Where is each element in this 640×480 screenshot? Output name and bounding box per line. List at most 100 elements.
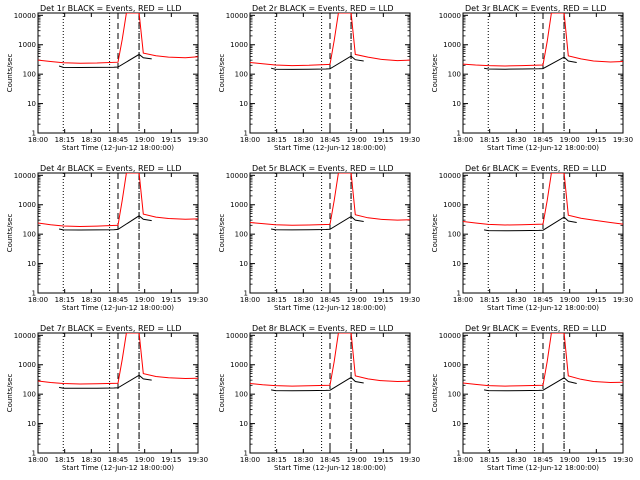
chart-8-ytick-label-1: 10 [452,420,461,428]
chart-0-panel: 1 10 100 1000 10000 18:00 18:15 18:30 18:45 19:00… [6,4,208,152]
chart-2-xtick-label-6: 19:30 [613,136,633,144]
chart-0-title: Det 1r BLACK = Events, RED = LLD [40,4,182,13]
chart-3-xtick-label-0: 18:00 [28,296,48,304]
chart-6-xtick-label-6: 19:30 [188,456,208,464]
chart-3-panel: 1 10 100 1000 10000 18:00 18:15 18:30 18:45 19:00… [6,164,208,312]
chart-1-xtick-label-0: 18:00 [240,136,260,144]
chart-7-series-group [250,333,410,392]
chart-6-ytick-label-2: 100 [23,391,36,399]
chart-4-xlabel: Start Time (12-Jun-12 18:00:00) [274,304,386,312]
chart-1-xtick-label-6: 19:30 [400,136,420,144]
chart-3-xtick-label-5: 19:15 [161,296,181,304]
chart-7-series-0-line [250,333,410,387]
chart-2-panel: 1 10 100 1000 10000 18:00 18:15 18:30 18:45 19:00… [431,4,633,152]
chart-4-ylabel: Counts/sec [218,214,226,253]
chart-2-xtick-label-0: 18:00 [453,136,473,144]
chart-8-xtick-label-3: 18:45 [533,456,553,464]
chart-0-ytick-label-1: 10 [27,100,36,108]
chart-0-xtick-label-3: 18:45 [108,136,128,144]
chart-5-xtick-label-2: 18:30 [506,296,526,304]
chart-5-ylabel: Counts/sec [431,214,439,253]
chart-4-series-0-line [250,173,410,226]
chart-3-ytick-label-3: 1000 [18,201,36,209]
chart-7-panel: 1 10 100 1000 10000 18:00 18:15 18:30 18:45 19:00… [218,324,420,472]
chart-8-ytick-label-0: 1 [457,450,461,458]
chart-6-ytick-label-1: 10 [27,420,36,428]
chart-6-series-0-line [38,333,198,385]
chart-2-series-1-line [484,56,577,70]
chart-6-ylabel: Counts/sec [6,374,14,413]
chart-7-xtick-label-0: 18:00 [240,456,260,464]
chart-8-xtick-label-0: 18:00 [453,456,473,464]
chart-2-title: Det 3r BLACK = Events, RED = LLD [465,4,607,13]
chart-1-ytick-label-0: 1 [244,130,248,138]
chart-5-xlabel: Start Time (12-Jun-12 18:00:00) [487,304,599,312]
chart-4-series-group [250,173,410,231]
chart-8-xtick-label-6: 19:30 [613,456,633,464]
chart-7-xtick-label-6: 19:30 [400,456,420,464]
chart-5-xtick-label-6: 19:30 [613,296,633,304]
chart-6-ytick-label-0: 1 [32,450,36,458]
chart-0-ytick-label-2: 100 [23,71,36,79]
chart-3-xlabel: Start Time (12-Jun-12 18:00:00) [62,304,174,312]
chart-1-ytick-label-4: 10000 [226,12,248,20]
chart-1-xtick-label-3: 18:45 [320,136,340,144]
chart-8-ytick-label-2: 100 [448,391,461,399]
chart-0-xtick-label-1: 18:15 [55,136,75,144]
chart-2-ytick-label-4: 10000 [439,12,461,20]
chart-5-series-0-line [463,173,623,226]
chart-3-ytick-label-2: 100 [23,231,36,239]
chart-1-series-1-line [270,55,364,70]
chart-0-ytick-label-3: 1000 [18,41,36,49]
chart-3-ytick-label-0: 1 [32,290,36,298]
chart-4-ytick-label-3: 1000 [230,201,248,209]
chart-2-xtick-label-3: 18:45 [533,136,553,144]
chart-0-xtick-label-6: 19:30 [188,136,208,144]
chart-4-ytick-label-2: 100 [235,231,248,239]
chart-8-ytick-label-4: 10000 [439,332,461,340]
chart-2-series-0-line [463,13,623,67]
chart-8-xtick-label-2: 18:30 [506,456,526,464]
chart-2-xtick-label-1: 18:15 [480,136,500,144]
chart-7-ylabel: Counts/sec [218,374,226,413]
chart-7-ytick-label-1: 10 [239,420,248,428]
chart-2-ytick-label-2: 100 [448,71,461,79]
chart-6-xtick-label-4: 19:00 [135,456,155,464]
chart-0-xtick-label-5: 19:15 [161,136,181,144]
chart-0-xtick-label-0: 18:00 [28,136,48,144]
chart-8-series-0-line [463,333,623,387]
chart-5-xtick-label-0: 18:00 [453,296,473,304]
chart-4-xtick-label-6: 19:30 [400,296,420,304]
chart-8-series-group [463,333,623,392]
chart-3-title: Det 4r BLACK = Events, RED = LLD [40,164,182,173]
chart-0-xlabel: Start Time (12-Jun-12 18:00:00) [62,144,174,152]
chart-5-xtick-label-4: 19:00 [560,296,580,304]
chart-4-xtick-label-4: 19:00 [347,296,367,304]
chart-4-xtick-label-5: 19:15 [373,296,393,304]
chart-5-ytick-label-4: 10000 [439,172,461,180]
chart-2-xtick-label-4: 19:00 [560,136,580,144]
chart-1-ytick-label-3: 1000 [230,41,248,49]
chart-3-series-1-line [58,215,152,231]
chart-2-ytick-label-3: 1000 [443,41,461,49]
chart-1-title: Det 2r BLACK = Events, RED = LLD [252,4,394,13]
chart-8-ylabel: Counts/sec [431,374,439,413]
chart-3-series-group [38,173,198,231]
chart-7-ytick-label-0: 1 [244,450,248,458]
chart-0-series-0-line [38,13,198,64]
chart-6-xtick-label-5: 19:15 [161,456,181,464]
chart-7-xtick-label-4: 19:00 [347,456,367,464]
chart-2-series-group [463,13,623,70]
chart-1-panel: 1 10 100 1000 10000 18:00 18:15 18:30 18:45 19:00… [218,4,420,152]
chart-5-xtick-label-5: 19:15 [586,296,606,304]
chart-0-xtick-label-2: 18:30 [81,136,101,144]
chart-0-ylabel: Counts/sec [6,54,14,93]
chart-7-ytick-label-4: 10000 [226,332,248,340]
chart-5-ytick-label-1: 10 [452,260,461,268]
chart-2-ytick-label-0: 1 [457,130,461,138]
chart-3-xtick-label-1: 18:15 [55,296,75,304]
chart-0-ytick-label-0: 1 [32,130,36,138]
chart-6-xtick-label-2: 18:30 [81,456,101,464]
chart-1-xtick-label-4: 19:00 [347,136,367,144]
